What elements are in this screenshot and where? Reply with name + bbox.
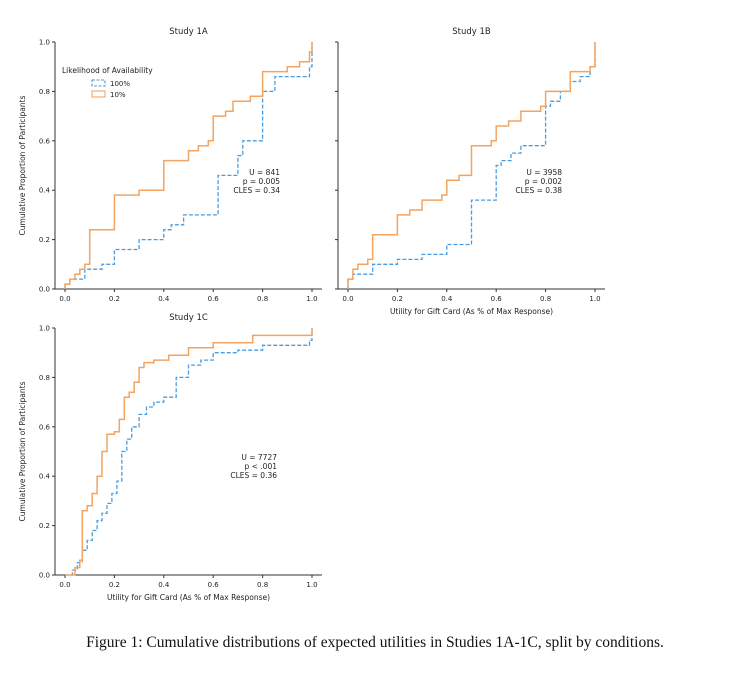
x-tick-label: 0.6: [208, 581, 220, 589]
legend-swatch: [91, 79, 106, 87]
legend: Likelihood of Availability 100% 10%: [62, 66, 153, 99]
legend-swatch: [91, 90, 106, 98]
y-tick-label: 0.0: [39, 286, 50, 294]
y-tick-label: 0.2: [39, 522, 50, 530]
x-axis-label: Utility for Gift Card (As % of Max Respo…: [390, 307, 553, 316]
x-tick-label: 0.4: [158, 581, 170, 589]
y-tick-label: 0.6: [39, 137, 51, 145]
x-tick-label: 1.0: [306, 581, 317, 589]
x-tick-label: 0.2: [109, 581, 120, 589]
chart-panel-3: Study 1C 0.0 0.2 0.4 0.6 0.8 1.0 0.0 0.2 0.4 0.6 0.…: [18, 313, 322, 602]
x-tick-label: 0.6: [491, 295, 503, 303]
x-tick-label: 0.0: [342, 295, 353, 303]
stats-annotation: CLES = 0.34: [233, 186, 280, 195]
stats-annotation: CLES = 0.38: [515, 186, 562, 195]
legend-label: 100%: [110, 80, 130, 88]
x-tick-label: 0.2: [109, 295, 120, 303]
x-tick-label: 1.0: [306, 295, 317, 303]
series-line-10pct: [64, 42, 313, 289]
y-tick-label: 0.8: [39, 88, 50, 96]
x-axis-label: Utility for Gift Card (As % of Max Respo…: [107, 593, 270, 602]
x-tick-label: 0.6: [208, 295, 220, 303]
chart-panel-2: Study 1B 0.0 0.2 0.4 0.6 0.8 1.0 Utility for Gi…: [335, 27, 605, 316]
y-axis-label: Cumulative Proportion of Participants: [18, 95, 27, 235]
chart-title: Study 1A: [169, 27, 208, 37]
chart-panel-1: Study 1A 0.0 0.2 0.4 0.6 0.8 1.0 0.0 0.2 0.4 0.6 0.…: [18, 27, 322, 303]
legend-title: Likelihood of Availability: [62, 66, 153, 75]
series-line-100pct: [347, 42, 596, 289]
x-tick-label: 0.8: [540, 295, 551, 303]
x-tick-label: 0.0: [59, 295, 70, 303]
y-tick-label: 0.2: [39, 236, 50, 244]
stats-annotation: p = 0.002: [525, 177, 563, 186]
legend-label: 10%: [110, 91, 126, 99]
y-tick-label: 0.4: [39, 187, 51, 195]
x-tick-label: 0.2: [392, 295, 403, 303]
series-line-100pct: [64, 42, 313, 289]
stats-annotation: p < .001: [244, 462, 277, 471]
x-tick-label: 0.0: [59, 581, 70, 589]
y-tick-label: 1.0: [39, 325, 50, 333]
y-tick-label: 0.0: [39, 572, 50, 580]
x-tick-label: 0.8: [257, 581, 268, 589]
x-tick-label: 0.4: [158, 295, 170, 303]
stats-annotation: U = 7727: [241, 453, 277, 462]
series-line-10pct: [65, 328, 313, 576]
series-line-10pct: [347, 42, 596, 289]
y-tick-label: 0.8: [39, 374, 50, 382]
stats-annotation: p = 0.005: [243, 177, 281, 186]
y-tick-label: 0.4: [39, 473, 51, 481]
x-tick-label: 0.4: [441, 295, 453, 303]
y-axis-label: Cumulative Proportion of Participants: [18, 381, 27, 521]
stats-annotation: U = 3958: [526, 168, 562, 177]
chart-title: Study 1C: [169, 313, 208, 323]
figure-canvas: Study 1A 0.0 0.2 0.4 0.6 0.8 1.0 0.0 0.2 0.4 0.6 0.…: [18, 27, 605, 602]
stats-annotation: U = 841: [249, 168, 280, 177]
x-tick-label: 1.0: [589, 295, 600, 303]
y-tick-label: 0.6: [39, 423, 51, 431]
series-line-100pct: [65, 328, 313, 576]
figure-caption: Figure 1: Cumulative distributions of ex…: [86, 634, 664, 651]
x-tick-label: 0.8: [257, 295, 268, 303]
y-tick-label: 1.0: [39, 39, 50, 47]
stats-annotation: CLES = 0.36: [230, 471, 277, 480]
chart-title: Study 1B: [452, 27, 491, 37]
